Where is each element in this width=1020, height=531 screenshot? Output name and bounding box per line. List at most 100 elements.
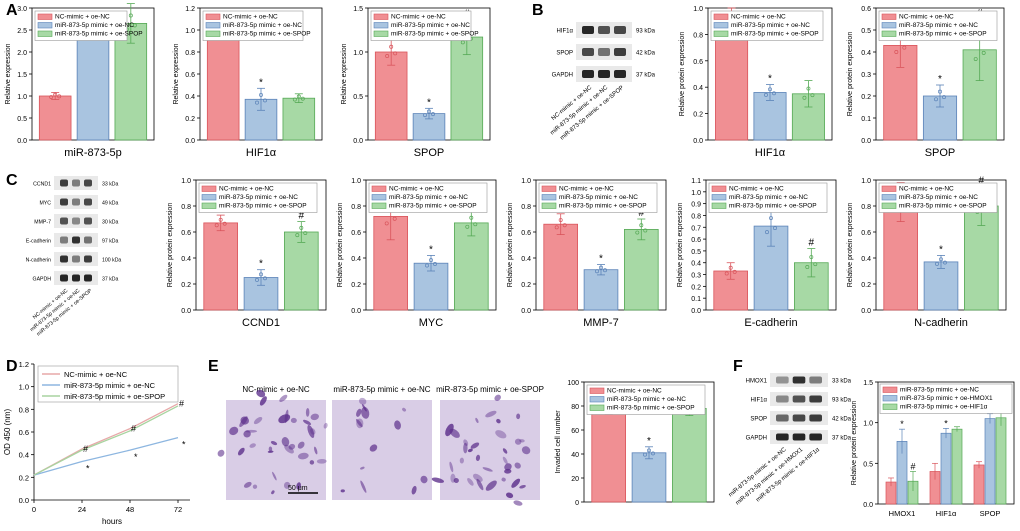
legend-swatch [371, 202, 387, 209]
lane-label: miR-873-5p mimic + oe-SPOP [559, 85, 625, 142]
legend-swatch [201, 194, 217, 201]
cell-blob [513, 500, 523, 506]
blot-label: SPOP [750, 417, 767, 423]
significance-mark: * [768, 74, 772, 85]
legend-swatch [541, 194, 557, 201]
blot-band [776, 395, 789, 403]
legend-frame [708, 182, 828, 213]
micrograph-image [332, 400, 432, 500]
y-tick-label: 1.5 [17, 72, 27, 79]
legend-label: NC-mimic + oe-NC [729, 186, 784, 193]
y-tick-label: 0.6 [185, 72, 195, 79]
bar-chart-C2: 0.0 0.2 0.4 0.6 0.8 1.0 Relative protein expre… [337, 178, 497, 329]
y-tick-label: 1.5 [863, 380, 873, 387]
cell-blob [268, 446, 273, 452]
legend-label: NC-mimic + oe-NC [55, 14, 110, 21]
bar [282, 97, 316, 141]
y-tick-label: 0.5 [691, 249, 701, 256]
y-axis-label: Relative protein expression [167, 203, 174, 288]
x-tick-label: 72 [174, 505, 182, 514]
data-point [805, 265, 810, 269]
blot-band [60, 179, 68, 187]
cell-blob [323, 422, 328, 429]
legend-label: miR-873-5p mimic + oe-SPOP [223, 31, 311, 38]
blot-label: MYC [39, 201, 51, 207]
data-point [218, 217, 223, 222]
bar [973, 464, 985, 505]
legend-label: miR-873-5p mimic + oe-SPOP [729, 203, 817, 210]
legend-swatch [882, 395, 898, 402]
y-tick-label: 0.1 [691, 296, 701, 303]
y-tick-label: 1.0 [861, 178, 871, 185]
y-tick-label: 0.6 [861, 230, 871, 237]
legend-frame [198, 182, 318, 213]
cell-blob [504, 468, 512, 474]
cell-blob [284, 444, 294, 454]
data-point [643, 452, 647, 457]
western-blot-c: CCND1 33 kDa MYC 49 kDa MMP-7 30 kDa E-cadheri… [26, 176, 121, 337]
blot-label: HMOX1 [746, 379, 768, 385]
data-point [938, 89, 942, 94]
legend-label: miR-873-5p mimic + oe-NC [900, 387, 979, 394]
blot-band [72, 198, 80, 206]
cell-blob [340, 489, 345, 493]
cell-blob [270, 441, 278, 446]
data-point [259, 92, 263, 97]
legend-swatch [881, 202, 897, 209]
y-tick-label: 0.0 [691, 308, 701, 315]
bar [543, 223, 578, 311]
micrograph-title: miR-873-5p mimic + oe-NC [333, 385, 430, 394]
data-point [384, 221, 389, 226]
data-point [802, 95, 807, 100]
significance-mark: * [599, 254, 603, 265]
legend-label: NC-mimic + oe-NC [607, 388, 662, 395]
data-point [894, 50, 899, 54]
data-point [764, 92, 768, 97]
data-point [473, 222, 478, 227]
x-axis-label: MYC [419, 317, 444, 329]
legend-swatch [373, 13, 389, 20]
y-tick-label: 0.8 [19, 405, 29, 414]
y-axis-label: Relative expression [173, 43, 180, 104]
data-point [772, 91, 776, 96]
significance-mark: * [182, 440, 186, 450]
cell-blob [229, 426, 239, 436]
cell-blob [476, 478, 484, 491]
legend-label: miR-873-5p mimic + oe-SPOP [389, 203, 477, 210]
cell-blob [249, 443, 256, 448]
cell-blob [316, 458, 327, 464]
cell-blob [279, 394, 288, 402]
x-axis-label: HIF1α [755, 147, 786, 159]
blot-kda: 37 kDa [832, 436, 852, 442]
data-point [806, 86, 811, 91]
y-tick-label: 0.2 [181, 282, 191, 289]
x-tick-label: 0 [32, 505, 36, 514]
y-tick-label: 0.4 [691, 261, 701, 268]
blot-band [60, 198, 68, 206]
significance-mark: # [83, 444, 88, 454]
blot-band [60, 217, 68, 225]
y-tick-label: 0.0 [19, 496, 29, 505]
legend-swatch [541, 202, 557, 209]
legend-label: miR-873-5p mimic + oe-SPOP [559, 203, 647, 210]
y-tick-label: 80 [571, 404, 579, 411]
legend-swatch [371, 194, 387, 201]
data-point [768, 87, 772, 92]
legend-swatch [205, 30, 221, 37]
blot-kda: 93 kDa [832, 398, 852, 404]
cell-blob [243, 430, 251, 438]
data-point [809, 255, 814, 260]
legend-swatch [881, 30, 897, 37]
blot-band [84, 217, 92, 225]
cell-blob [240, 416, 249, 425]
bar [76, 27, 110, 141]
y-tick-label: 0.4 [521, 256, 531, 263]
cell-blob [519, 439, 525, 443]
y-tick-label: 2.5 [17, 28, 27, 35]
data-point [53, 92, 58, 97]
blot-kda: 37 kDa [102, 277, 119, 283]
legend-swatch [711, 194, 727, 201]
line-chart-d: 0.0 0.2 0.4 0.6 0.8 1.0 1.2 0 24 48 72 hours OD 450 … [3, 360, 190, 526]
